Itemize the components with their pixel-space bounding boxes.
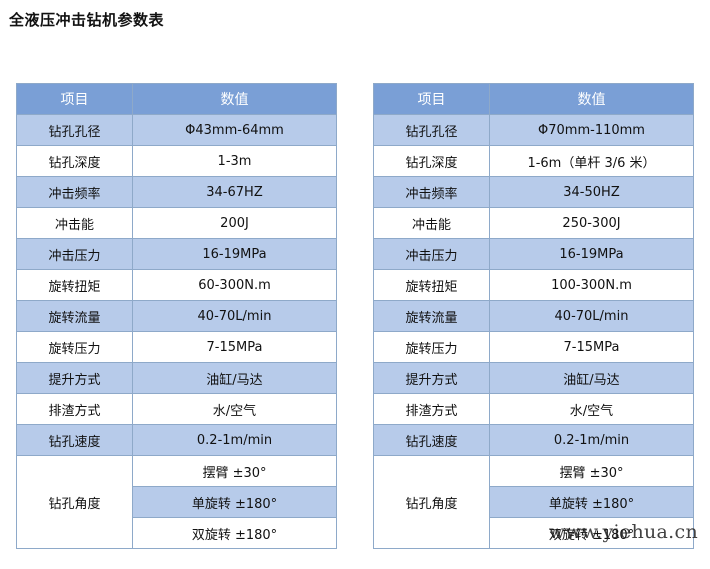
parameter-label: 旋转流量 [373,300,490,332]
spec-table-left: 项目 数值 钻孔孔径 Φ43mm-64mm 钻孔深度 1-3m 冲击频率 34-67HZ 冲… [16,83,337,549]
parameter-label: 排渣方式 [16,393,133,425]
parameter-label: 冲击能 [16,207,133,239]
parameter-label: 冲击压力 [373,238,490,270]
parameter-value: Φ43mm-64mm [132,114,337,146]
parameter-value: 60-300N.m [132,269,337,301]
table-row: 冲击能 250-300J [373,207,694,239]
parameter-value: 34-67HZ [132,176,337,208]
parameter-value: 水/空气 [489,393,694,425]
table-row: 冲击能 200J [16,207,337,239]
parameter-value: 34-50HZ [489,176,694,208]
table-row: 旋转压力 7-15MPa [373,331,694,363]
page-title: 全液压冲击钻机参数表 [9,11,165,29]
parameter-label: 旋转扭矩 [373,269,490,301]
table-row: 排渣方式 水/空气 [16,393,337,425]
parameter-label: 冲击压力 [16,238,133,270]
parameter-value: 16-19MPa [489,238,694,270]
table-row: 冲击压力 16-19MPa [373,238,694,270]
spec-table-right: 项目 数值 钻孔孔径 Φ70mm-110mm 钻孔深度 1-6m（单杆 3/6 米）冲… [373,83,694,549]
parameter-label: 冲击频率 [16,176,133,208]
table-row: 双旋转 ±180° [374,517,694,549]
table-row: 排渣方式 水/空气 [373,393,694,425]
table-row: 双旋转 ±180° [17,517,337,549]
table-row: 钻孔孔径 Φ43mm-64mm [16,114,337,146]
column-header-value: 数值 [489,83,694,115]
table-row: 提升方式 油缸/马达 [16,362,337,394]
table-header-row: 项目 数值 [16,83,337,115]
parameter-label: 钻孔孔径 [16,114,133,146]
parameter-label: 旋转扭矩 [16,269,133,301]
table-row: 钻孔孔径 Φ70mm-110mm [373,114,694,146]
table-row: 钻孔速度 0.2-1m/min [373,424,694,456]
parameter-label: 旋转压力 [373,331,490,363]
angle-option: 摆臂 ±30° [489,455,694,487]
table-row: 冲击频率 34-67HZ [16,176,337,208]
parameter-value: 16-19MPa [132,238,337,270]
table-header-row: 项目 数值 [373,83,694,115]
parameter-value: 100-300N.m [489,269,694,301]
parameter-value: 油缸/马达 [132,362,337,394]
table-row: 冲击频率 34-50HZ [373,176,694,208]
parameter-label: 钻孔孔径 [373,114,490,146]
table-row: 钻孔角度 摆臂 ±30° [373,455,694,549]
parameter-value: 40-70L/min [489,300,694,332]
parameter-label: 钻孔速度 [373,424,490,456]
angle-option: 摆臂 ±30° [132,455,337,487]
parameter-value: 1-3m [132,145,337,177]
parameter-value: 水/空气 [132,393,337,425]
table-row: 提升方式 油缸/马达 [373,362,694,394]
parameter-label: 冲击能 [373,207,490,239]
parameter-value: 200J [132,207,337,239]
table-row: 旋转流量 40-70L/min [16,300,337,332]
parameter-value: Φ70mm-110mm [489,114,694,146]
table-row: 旋转扭矩 60-300N.m [16,269,337,301]
angle-option: 单旋转 ±180° [489,486,694,518]
angle-option: 单旋转 ±180° [132,486,337,518]
table-row: 冲击压力 16-19MPa [16,238,337,270]
parameter-value: 40-70L/min [132,300,337,332]
parameter-label: 排渣方式 [373,393,490,425]
parameter-value: 0.2-1m/min [132,424,337,456]
parameter-label: 提升方式 [16,362,133,394]
table-row: 旋转扭矩 100-300N.m [373,269,694,301]
table-row: 钻孔深度 1-3m [16,145,337,177]
column-header-item: 项目 [16,83,133,115]
column-header-value: 数值 [132,83,337,115]
table-row: 旋转压力 7-15MPa [16,331,337,363]
parameter-value: 0.2-1m/min [489,424,694,456]
watermark: www.yiehua.cn [548,521,698,543]
table-row: 旋转流量 40-70L/min [373,300,694,332]
parameter-value: 油缸/马达 [489,362,694,394]
parameter-value: 250-300J [489,207,694,239]
parameter-label: 钻孔速度 [16,424,133,456]
parameter-value: 7-15MPa [489,331,694,363]
table-row: 钻孔速度 0.2-1m/min [16,424,337,456]
angle-option: 双旋转 ±180° [489,517,694,549]
parameter-value: 1-6m（单杆 3/6 米） [489,145,694,177]
parameter-label: 旋转压力 [16,331,133,363]
parameter-label: 钻孔深度 [373,145,490,177]
angle-option: 双旋转 ±180° [132,517,337,549]
column-header-item: 项目 [373,83,490,115]
table-row: 钻孔深度 1-6m（单杆 3/6 米） [373,145,694,177]
table-row: 单旋转 ±180° [17,486,337,518]
table-row: 钻孔角度 摆臂 ±30° [16,455,337,549]
angle-label: 钻孔角度 [373,455,490,549]
parameter-label: 冲击频率 [373,176,490,208]
angle-label: 钻孔角度 [16,455,133,549]
parameter-label: 旋转流量 [16,300,133,332]
parameter-label: 钻孔深度 [16,145,133,177]
parameter-label: 提升方式 [373,362,490,394]
parameter-value: 7-15MPa [132,331,337,363]
